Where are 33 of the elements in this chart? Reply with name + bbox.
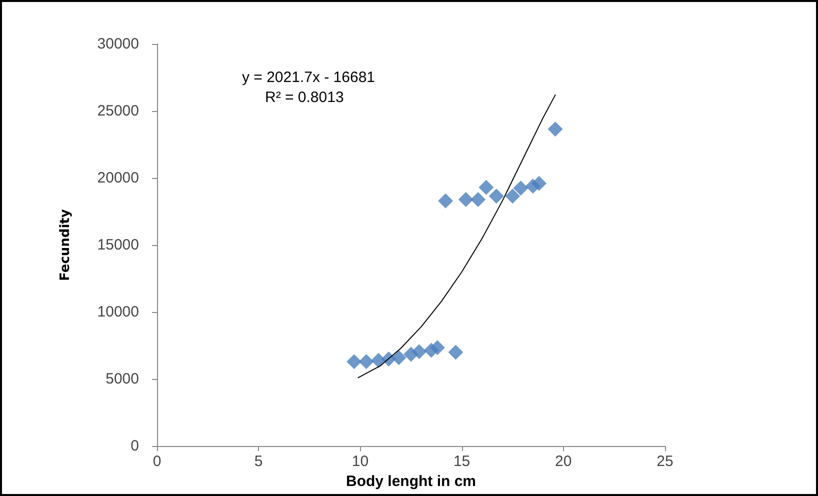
y-tick-label: 5000 [106,370,139,388]
y-tick-label: 10000 [97,304,139,321]
x-tick-label: 15 [453,453,470,470]
point [438,193,454,208]
y-tick-label: 0 [130,438,139,455]
annotation: y = 2021.7x - 16681 [242,69,376,86]
y-tick-label: 25000 [97,102,139,120]
y-tick-label: 30000 [97,36,139,52]
x-tick-label: 10 [352,453,369,470]
point [448,344,464,360]
annotation: R² = 0.8013 [265,89,344,106]
x-tick-label: 0 [152,453,162,470]
y-axis-title: Fecundity [58,208,73,281]
point [488,188,504,204]
point [505,188,520,204]
point [346,354,362,370]
x-tick-label: 5 [254,453,263,470]
point [412,344,427,360]
point [513,180,528,196]
x-tick-label: 25 [656,453,674,470]
point [532,176,547,191]
point [430,340,445,356]
point [358,354,374,370]
x-axis-title: Body lenght in cm [346,473,476,490]
y-tick-label: 20000 [97,170,139,187]
point [391,350,406,366]
line-series [358,94,556,378]
x-tick-label: 20 [555,453,572,470]
point [478,180,494,195]
point [458,192,474,207]
point [548,122,563,137]
point [470,192,486,207]
y-tick-label: 15000 [97,236,139,254]
